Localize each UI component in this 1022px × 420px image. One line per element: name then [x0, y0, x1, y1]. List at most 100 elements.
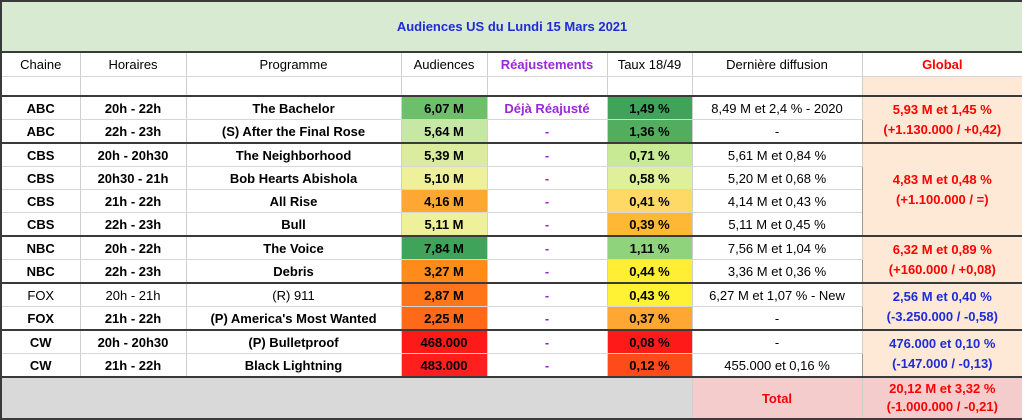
- cell-reajustement: -: [487, 212, 608, 237]
- cell-horaires: 22h - 23h: [80, 119, 187, 144]
- cell-taux: 0,39 %: [607, 212, 693, 237]
- cell-programme: Black Lightning: [186, 353, 402, 378]
- global-line1: 476.000 et 0,10 %: [889, 335, 996, 351]
- blank-row: [0, 76, 1022, 97]
- cell-programme: All Rise: [186, 189, 402, 213]
- cell-derniere-diffusion: 8,49 M et 2,4 % - 2020: [692, 95, 863, 120]
- cell-programme: Bob Hearts Abishola: [186, 166, 402, 190]
- cell-derniere-diffusion: -: [692, 119, 863, 144]
- cell-chaine: CW: [0, 329, 81, 354]
- cell-horaires: 22h - 23h: [80, 212, 187, 237]
- cell-chaine: FOX: [0, 306, 81, 331]
- cell-taux: 1,36 %: [607, 119, 693, 144]
- cell-programme: The Bachelor: [186, 95, 402, 120]
- cell-taux: 1,49 %: [607, 95, 693, 120]
- global-line1: 5,93 M et 1,45 %: [892, 101, 992, 117]
- header-derniere: Dernière diffusion: [692, 51, 863, 77]
- table-row: FOX 20h - 21h (R) 911 2,87 M -0,43 % 6,27 M e…: [0, 282, 1022, 331]
- cell-audiences: 3,27 M: [401, 259, 488, 284]
- cell-programme: (P) Bulletproof: [186, 329, 402, 354]
- cell-reajustement: -: [487, 166, 608, 190]
- total-spacer: [0, 376, 693, 420]
- cell-global: 4,83 M et 0,48 % (+1.100.000 / =): [861, 142, 1022, 237]
- cell-chaine: CBS: [0, 142, 81, 167]
- header-audiences: Audiences: [401, 51, 488, 77]
- total-line2: (-1.000.000 / -0,21): [886, 399, 998, 414]
- header-horaires: Horaires: [80, 51, 187, 77]
- table-row: NBC 22h - 23h Debris 3,27 M -0,44 % 3,36 M et…: [0, 259, 1022, 284]
- cell-reajustement: -: [487, 353, 608, 378]
- cell-chaine: ABC: [0, 119, 81, 144]
- global-line1: 4,83 M et 0,48 %: [892, 171, 992, 187]
- cell-derniere-diffusion: 4,14 M et 0,43 %: [692, 189, 863, 213]
- cell-reajustement: -: [487, 119, 608, 144]
- header-reajustements: Réajustements: [487, 51, 608, 77]
- cell-programme: (P) America's Most Wanted: [186, 306, 402, 331]
- cell-reajustement: -: [487, 259, 608, 284]
- cell-audiences: 2,87 M: [401, 282, 488, 307]
- cell-reajustement: -: [487, 306, 608, 331]
- table-row: CW 21h - 22h Black Lightning 483.000-0,12 %…: [0, 353, 1022, 378]
- header-row: Chaine Horaires Programme Audiences Réaj…: [0, 51, 1022, 77]
- cell-taux: 1,11 %: [607, 235, 693, 260]
- cell-derniere-diffusion: 5,61 M et 0,84 %: [692, 142, 863, 167]
- cell-reajustement: -: [487, 282, 608, 307]
- cell-reajustement: -: [487, 329, 608, 354]
- cell-derniere-diffusion: 6,27 M et 1,07 % - New: [692, 282, 863, 307]
- header-taux: Taux 18/49: [607, 51, 693, 77]
- cell-derniere-diffusion: 5,20 M et 0,68 %: [692, 166, 863, 190]
- cell-chaine: CW: [0, 353, 81, 378]
- cell-derniere-diffusion: -: [692, 329, 863, 354]
- cell-chaine: FOX: [0, 282, 81, 307]
- cell-audiences: 5,64 M: [401, 119, 488, 144]
- cell-audiences: 4,16 M: [401, 189, 488, 213]
- cell-horaires: 21h - 22h: [80, 306, 187, 331]
- cell-horaires: 20h - 22h: [80, 235, 187, 260]
- cell-audiences: 5,39 M: [401, 142, 488, 167]
- header-chaine: Chaine: [0, 51, 81, 77]
- cell-horaires: 22h - 23h: [80, 259, 187, 284]
- cell-chaine: NBC: [0, 259, 81, 284]
- cell-reajustement: -: [487, 189, 608, 213]
- cell-reajustement: Déjà Réajusté: [487, 95, 608, 120]
- cell-derniere-diffusion: 7,56 M et 1,04 %: [692, 235, 863, 260]
- cell-taux: 0,37 %: [607, 306, 693, 331]
- cell-taux: 0,71 %: [607, 142, 693, 167]
- cell-taux: 0,43 %: [607, 282, 693, 307]
- cell-global: 2,56 M et 0,40 % (-3.250.000 / -0,58): [861, 282, 1022, 331]
- cell-derniere-diffusion: 3,36 M et 0,36 %: [692, 259, 863, 284]
- total-line1: 20,12 M et 3,32 %: [889, 381, 996, 396]
- global-line2: (+1.100.000 / =): [896, 191, 989, 207]
- cell-taux: 0,44 %: [607, 259, 693, 284]
- global-line1: 6,32 M et 0,89 %: [892, 241, 992, 257]
- cell-derniere-diffusion: 455.000 et 0,16 %: [692, 353, 863, 378]
- global-line2: (-147.000 / -0,13): [892, 355, 993, 371]
- cell-derniere-diffusion: -: [692, 306, 863, 331]
- global-line1: 2,56 M et 0,40 %: [892, 288, 992, 304]
- cell-horaires: 20h - 20h30: [80, 329, 187, 354]
- header-global: Global: [861, 51, 1022, 77]
- cell-audiences: 7,84 M: [401, 235, 488, 260]
- cell-chaine: CBS: [0, 166, 81, 190]
- table-row: ABC 20h - 22h The Bachelor 6,07 M Déjà Réaju…: [0, 95, 1022, 144]
- cell-audiences: 5,10 M: [401, 166, 488, 190]
- cell-audiences: 468.000: [401, 329, 488, 354]
- table-row: FOX 21h - 22h (P) America's Most Wanted 2,2…: [0, 306, 1022, 331]
- cell-horaires: 20h - 21h: [80, 282, 187, 307]
- cell-global: 6,32 M et 0,89 % (+160.000 / +0,08): [861, 235, 1022, 284]
- cell-derniere-diffusion: 5,11 M et 0,45 %: [692, 212, 863, 237]
- cell-chaine: CBS: [0, 189, 81, 213]
- cell-taux: 0,58 %: [607, 166, 693, 190]
- table-row: NBC 20h - 22h The Voice 7,84 M -1,11 % 7,56 M…: [0, 235, 1022, 284]
- table-row: CBS 22h - 23h Bull 5,11 M -0,39 % 5,11 M et 0…: [0, 212, 1022, 237]
- cell-global: 5,93 M et 1,45 % (+1.130.000 / +0,42): [861, 95, 1022, 144]
- table-row: CBS 20h - 20h30 The Neighborhood 5,39 M -0,7…: [0, 142, 1022, 237]
- cell-horaires: 21h - 22h: [80, 189, 187, 213]
- cell-audiences: 5,11 M: [401, 212, 488, 237]
- total-value: 20,12 M et 3,32 % (-1.000.000 / -0,21): [862, 376, 1022, 420]
- cell-programme: Bull: [186, 212, 402, 237]
- cell-taux: 0,12 %: [607, 353, 693, 378]
- cell-programme: (S) After the Final Rose: [186, 119, 402, 144]
- cell-horaires: 21h - 22h: [80, 353, 187, 378]
